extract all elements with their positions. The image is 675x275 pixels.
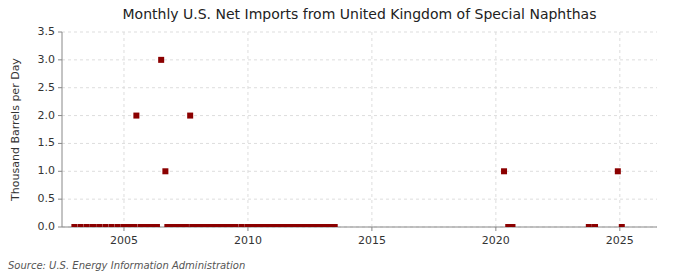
x-tick-label: 2020 bbox=[482, 234, 510, 247]
point bbox=[586, 224, 592, 227]
point bbox=[90, 224, 96, 227]
y-tick bbox=[58, 143, 62, 144]
point bbox=[115, 224, 121, 227]
point bbox=[501, 168, 507, 174]
y-tick bbox=[58, 171, 62, 172]
y-grid-line bbox=[62, 59, 657, 60]
point bbox=[109, 224, 115, 227]
point bbox=[239, 224, 245, 227]
point bbox=[133, 113, 139, 119]
point bbox=[592, 224, 598, 227]
point bbox=[158, 57, 164, 63]
y-tick-label: 3.0 bbox=[38, 53, 56, 66]
x-tick bbox=[123, 227, 124, 231]
y-tick-label: 2.5 bbox=[38, 81, 56, 94]
x-grid-line bbox=[247, 32, 248, 227]
y-tick bbox=[58, 115, 62, 116]
point bbox=[509, 224, 515, 227]
y-axis-line bbox=[62, 32, 63, 227]
point bbox=[71, 224, 77, 227]
title: Monthly U.S. Net Imports from United Kin… bbox=[123, 6, 597, 22]
y-tick bbox=[58, 87, 62, 88]
chart-svg: 0.0 0.5 1.0 1.5 2.0 2.5 3.0 3.5 2005 2010 2015 2020… bbox=[0, 0, 675, 275]
point bbox=[78, 224, 84, 227]
y-tick-label: 2.0 bbox=[38, 109, 56, 122]
point bbox=[84, 224, 90, 227]
y-grid-line bbox=[62, 199, 657, 200]
point bbox=[233, 224, 239, 227]
point bbox=[619, 224, 625, 227]
point bbox=[131, 224, 137, 227]
point bbox=[162, 168, 168, 174]
y-tick bbox=[58, 227, 62, 228]
y-grid-line bbox=[62, 87, 657, 88]
y-grid-line bbox=[62, 115, 657, 116]
x-tick bbox=[247, 227, 248, 231]
point bbox=[615, 168, 621, 174]
y-tick-label: 0.5 bbox=[38, 192, 56, 205]
point bbox=[154, 224, 160, 227]
x-grid-line bbox=[123, 32, 124, 227]
point bbox=[183, 224, 189, 227]
y-grid-line bbox=[62, 32, 657, 33]
y-tick-label: 1.0 bbox=[38, 164, 56, 177]
source-note: Source: U.S. Energy Information Administ… bbox=[8, 260, 245, 271]
x-tick bbox=[495, 227, 496, 231]
y-tick-label: 1.5 bbox=[38, 136, 56, 149]
point bbox=[332, 224, 338, 227]
y-tick-label: 3.5 bbox=[38, 25, 56, 38]
x-tick-label: 2025 bbox=[606, 234, 634, 247]
x-grid-line bbox=[495, 32, 496, 227]
point bbox=[96, 224, 102, 227]
y-grid-line bbox=[62, 171, 657, 172]
y-tick bbox=[58, 59, 62, 60]
x-tick-label: 2005 bbox=[110, 234, 138, 247]
grid bbox=[62, 32, 657, 227]
x-grid-line bbox=[371, 32, 372, 227]
y-tick bbox=[58, 32, 62, 33]
axes: 0.0 0.5 1.0 1.5 2.0 2.5 3.0 3.5 2005 2010 2015 2020… bbox=[38, 25, 634, 247]
chart-container: 0.0 0.5 1.0 1.5 2.0 2.5 3.0 3.5 2005 2010 2015 2020… bbox=[0, 0, 675, 275]
x-grid-line bbox=[619, 32, 620, 227]
y-grid-line bbox=[62, 143, 657, 144]
x-tick-label: 2015 bbox=[358, 234, 386, 247]
y-tick-label: 0.0 bbox=[38, 220, 56, 233]
point bbox=[102, 224, 108, 227]
y-axis-label: Thousand Barrels per Day bbox=[9, 58, 22, 202]
x-tick bbox=[619, 227, 620, 231]
x-tick-label: 2010 bbox=[234, 234, 262, 247]
point bbox=[187, 113, 193, 119]
points bbox=[71, 57, 624, 227]
x-tick bbox=[371, 227, 372, 231]
y-tick bbox=[58, 199, 62, 200]
